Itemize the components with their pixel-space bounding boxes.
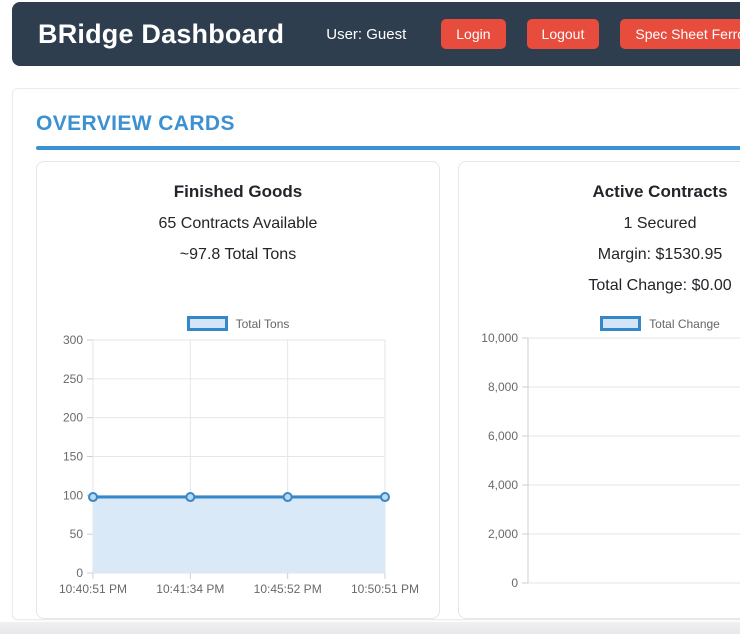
svg-text:10:45:52 PM: 10:45:52 PM [254,582,322,596]
card-active-contracts: Active Contracts 1 Secured Margin: $1530… [458,161,740,619]
section-underline [36,146,740,150]
page-bottom-gutter [0,622,740,634]
app-header: BRidge Dashboard User: Guest Login Logou… [12,2,740,66]
svg-text:10:40:51 PM: 10:40:51 PM [59,582,127,596]
svg-text:8,000: 8,000 [488,380,518,394]
total-tons-text: ~97.8 Total Tons [179,246,297,263]
svg-text:300: 300 [63,333,83,347]
total-change-legend[interactable]: Total Change [600,316,720,331]
svg-text:150: 150 [63,450,83,464]
legend-label: Total Change [649,316,720,331]
header-actions: User: Guest Login Logout Spec Sheet Ferr… [326,19,740,49]
cards-row: Finished Goods 65 Contracts Available ~9… [36,161,740,619]
svg-text:200: 200 [63,411,83,425]
total-tons-legend[interactable]: Total Tons [186,316,290,331]
svg-text:10:41:34 PM: 10:41:34 PM [156,582,224,596]
login-button[interactable]: Login [441,19,506,49]
section-title: OVERVIEW CARDS [36,112,235,135]
svg-text:0: 0 [76,566,83,580]
svg-text:100: 100 [63,488,83,502]
svg-text:0: 0 [511,576,518,590]
legend-label: Total Tons [235,316,290,331]
svg-text:50: 50 [70,527,84,541]
svg-text:4,000: 4,000 [488,478,518,492]
logout-button[interactable]: Logout [526,19,600,49]
margin-text: Margin: $1530.95 [597,246,723,263]
legend-swatch [600,316,642,331]
secured-text: 1 Secured [623,215,697,232]
total-tons-chart[interactable]: 0 50 100 150 200 250 300 10:40:51 PM 10:41:34 PM… [36,332,440,616]
svg-text:250: 250 [63,372,83,386]
total-change-chart[interactable]: 0 2,000 4,000 6,000 8,000 10,000 [458,332,740,616]
card-title: Active Contracts [592,182,728,201]
app-title: BRidge Dashboard [38,18,285,49]
card-title: Finished Goods [173,182,303,201]
user-label: User: Guest [326,25,407,43]
svg-text:10:50:51 PM: 10:50:51 PM [351,582,419,596]
contracts-available-text: 65 Contracts Available [158,215,318,232]
overview-panel: OVERVIEW CARDS Finished Goods 65 Contrac… [12,88,740,620]
svg-text:10,000: 10,000 [481,332,518,345]
card-finished-goods: Finished Goods 65 Contracts Available ~9… [36,161,440,619]
spec-sheet-ferrous-button[interactable]: Spec Sheet Ferrous [620,19,740,49]
svg-text:6,000: 6,000 [488,429,518,443]
total-change-text: Total Change: $0.00 [588,277,732,294]
svg-text:2,000: 2,000 [488,527,518,541]
legend-swatch [186,316,228,331]
